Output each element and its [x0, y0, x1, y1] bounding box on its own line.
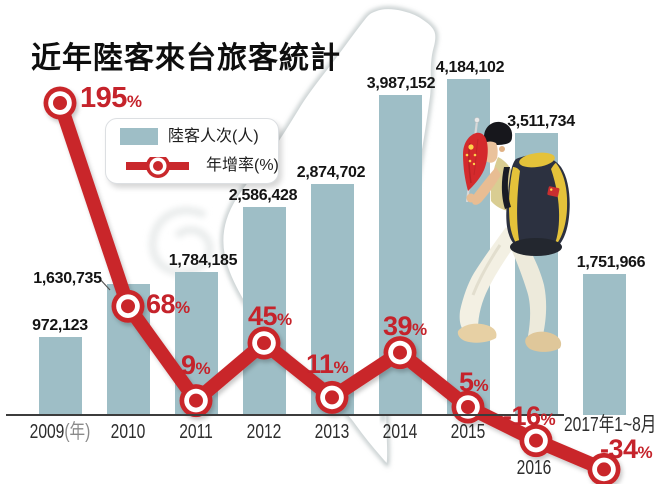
x-axis-label-2015: 2015	[450, 421, 486, 443]
bar-value-label: 3,511,734	[507, 112, 575, 130]
bar-value-label: 1,784,185	[168, 251, 238, 269]
bar-2010	[106, 284, 150, 415]
bar-value-label: 1,630,735	[33, 270, 102, 287]
bar-value-label: 3,987,152	[366, 74, 436, 92]
legend-bar-swatch	[120, 128, 158, 145]
x-axis-label-2011: 2011	[179, 421, 213, 443]
figure-right-shoe	[525, 331, 562, 352]
figure-hand	[466, 193, 476, 203]
bar-2009	[38, 336, 82, 415]
x-axis-label-2010: 2010	[110, 421, 146, 443]
figure-left-leg	[459, 227, 518, 331]
growth-rate-label-2013: 11%	[306, 349, 349, 379]
x-axis-label-2016: 2016	[516, 457, 552, 479]
x-axis-line	[6, 414, 564, 416]
bar-value-label: 2,586,428	[228, 187, 298, 205]
chart-title: 近年陸客來台旅客統計	[31, 42, 341, 75]
x-axis-label-2013: 2013	[314, 421, 350, 443]
growth-rate-label-2015: 5%	[459, 367, 489, 397]
x-axis-label-2014: 2014	[382, 421, 418, 443]
x-axis-label-2012: 2012	[246, 421, 282, 443]
growth-rate-label-2012: 45%	[248, 301, 292, 331]
bar-value-label: 1,751,966	[576, 254, 646, 272]
bar-2017年1~8月	[582, 274, 626, 415]
growth-rate-label-2010: 68%	[146, 289, 190, 319]
bar-value-label: 972,123	[32, 316, 88, 334]
figure-ear	[499, 146, 505, 152]
x-axis-label-2009: 2009(年)	[29, 421, 91, 443]
growth-rate-label-2017年1~8月: -34%	[600, 434, 653, 464]
backpacker-illustration	[457, 117, 570, 352]
bar-2013	[310, 184, 354, 415]
x-axis-label-2017年1~8月: 2017年1~8月	[564, 414, 656, 436]
backpack-bottom	[510, 238, 562, 256]
chart-legend: 陸客人次(人) 年增率(%)	[105, 118, 279, 184]
growth-rate-label-2011: 9%	[181, 350, 211, 380]
legend-bar-label: 陸客人次(人)	[168, 128, 259, 145]
growth-rate-label-2014: 39%	[383, 311, 427, 341]
growth-rate-label-2009: 195%	[80, 82, 142, 114]
bar-value-label: 2,874,702	[296, 164, 366, 182]
bar-value-label: 4,184,102	[435, 59, 505, 76]
legend-line-label: 年增率(%)	[206, 157, 279, 174]
flag-pole-tip	[474, 117, 480, 123]
bar-2014	[378, 94, 422, 415]
growth-rate-label-2016: -16%	[503, 401, 556, 431]
